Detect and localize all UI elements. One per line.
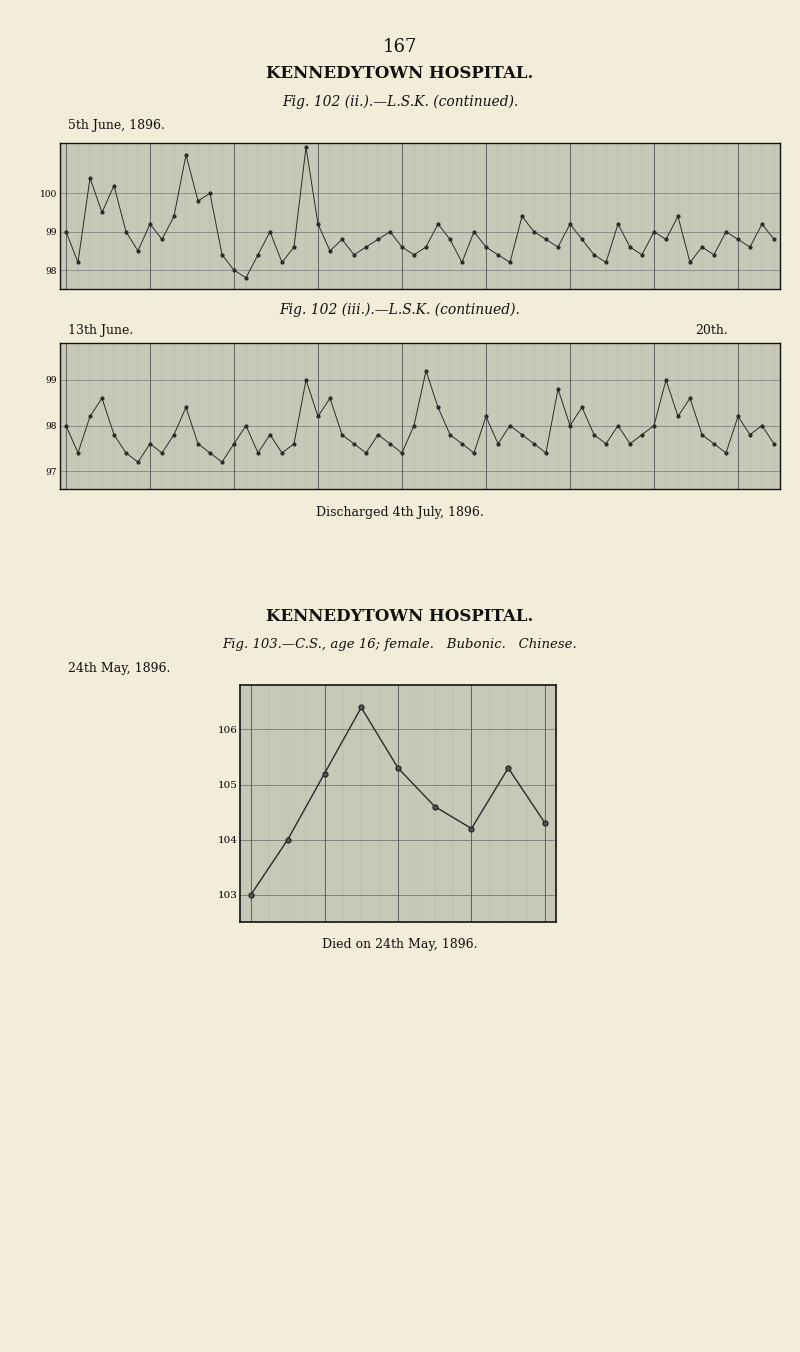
- Text: 24th May, 1896.: 24th May, 1896.: [68, 662, 170, 676]
- Text: KENNEDYTOWN HOSPITAL.: KENNEDYTOWN HOSPITAL.: [266, 65, 534, 82]
- Text: Fig. 103.—C.S., age 16; female.   Bubonic.   Chinese.: Fig. 103.—C.S., age 16; female. Bubonic.…: [222, 638, 578, 652]
- Text: KENNEDYTOWN HOSPITAL.: KENNEDYTOWN HOSPITAL.: [266, 608, 534, 626]
- Text: 5th June, 1896.: 5th June, 1896.: [68, 119, 165, 132]
- Text: Discharged 4th July, 1896.: Discharged 4th July, 1896.: [316, 506, 484, 519]
- Text: 13th June.: 13th June.: [68, 324, 134, 338]
- Text: 167: 167: [383, 38, 417, 55]
- Text: Fig. 102 (iii.).—L.S.K. (continued).: Fig. 102 (iii.).—L.S.K. (continued).: [279, 303, 521, 318]
- Text: Fig. 102 (ii.).—L.S.K. (continued).: Fig. 102 (ii.).—L.S.K. (continued).: [282, 95, 518, 110]
- Text: 20th.: 20th.: [695, 324, 728, 338]
- Text: Died on 24th May, 1896.: Died on 24th May, 1896.: [322, 938, 478, 952]
